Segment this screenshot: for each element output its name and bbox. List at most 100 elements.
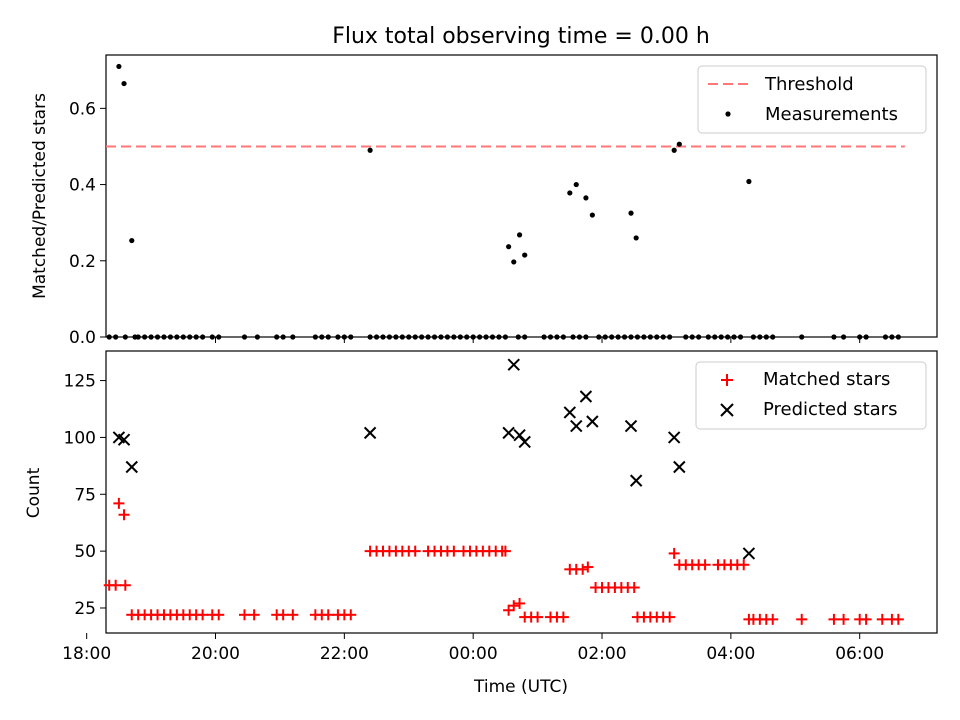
bottom-panel: 25 50 75 100 125 18:00 20:00 22:00 00:00 02:00 04… — [24, 350, 938, 697]
measurement-point — [113, 334, 119, 340]
measurement-point — [615, 334, 621, 340]
predicted-stars-points — [112, 358, 756, 560]
measurement-point — [799, 334, 805, 340]
matched-star-point — [448, 545, 460, 557]
measurement-point — [506, 244, 512, 250]
legend-matched-swatch — [721, 374, 733, 386]
matched-star-point — [796, 613, 808, 625]
matched-star-point — [345, 609, 357, 621]
measurement-point — [725, 334, 731, 340]
matched-star-point — [113, 497, 125, 509]
measurement-point — [583, 195, 589, 201]
measurement-point — [570, 334, 576, 340]
matched-star-point — [514, 597, 526, 609]
bottom-plot-frame — [105, 350, 938, 634]
top-legend-box — [697, 65, 927, 134]
measurement-point — [757, 334, 763, 340]
measurement-point — [129, 237, 135, 244]
matched-star-point — [699, 559, 711, 571]
measurement-point — [750, 334, 757, 340]
predicted-star-point — [579, 390, 593, 403]
legend-predicted-swatch — [720, 403, 734, 417]
predicted-star-point — [673, 460, 686, 474]
predicted-star-point — [507, 358, 520, 371]
predicted-star-point — [742, 547, 756, 560]
measurement-point — [254, 334, 260, 340]
measurement-point — [325, 334, 331, 340]
measurement-point — [348, 334, 354, 340]
measurement-point — [477, 334, 483, 340]
measurement-point — [470, 334, 476, 340]
measurement-point — [576, 334, 583, 340]
matched-star-point — [409, 545, 421, 557]
bottom-y-label: Count — [24, 467, 44, 518]
matched-star-point — [110, 579, 122, 591]
matched-star-point — [499, 545, 511, 557]
legend-threshold-label: Threshold — [764, 74, 854, 95]
predicted-star-point — [363, 426, 377, 440]
matched-star-point — [668, 547, 680, 559]
measurement-point — [393, 334, 399, 340]
predicted-star-point — [667, 431, 681, 444]
bottom-x-label: Time (UTC) — [473, 677, 568, 697]
matched-star-point — [322, 609, 334, 621]
measurement-point — [683, 334, 689, 340]
matched-star-point — [248, 609, 260, 621]
measurement-point — [142, 334, 148, 340]
matched-star-point — [860, 613, 872, 625]
measurement-point — [290, 334, 296, 340]
predicted-star-point — [125, 460, 138, 474]
bottom-x-axis: 18:00 20:00 22:00 00:00 02:00 04:00 06:00 — [62, 633, 884, 664]
measurement-points — [106, 63, 901, 340]
measurement-point — [583, 334, 589, 340]
measurement-point — [335, 334, 341, 340]
matched-star-point — [876, 613, 888, 625]
measurement-point — [889, 334, 895, 340]
measurement-point — [457, 334, 463, 340]
top-y-axis: 0.0 0.2 0.4 0.6 — [69, 99, 106, 348]
measurement-point — [444, 334, 451, 340]
measurement-point — [200, 334, 206, 340]
bottom-y-tick-label: 50 — [74, 542, 96, 562]
bottom-x-tick-label: 06:00 — [835, 644, 884, 664]
measurement-point — [857, 334, 863, 340]
legend-predicted-label: Predicted stars — [763, 399, 897, 420]
matched-star-point — [577, 563, 589, 575]
matched-star-point — [508, 600, 520, 612]
chart-title: Flux total observing time = 0.00 h — [332, 24, 710, 49]
measurement-point — [515, 334, 521, 340]
measurement-point — [489, 334, 496, 340]
measurement-point — [602, 334, 608, 340]
measurement-point — [522, 334, 528, 340]
matched-star-point — [767, 613, 779, 625]
top-y-tick-label: 0.6 — [69, 99, 96, 119]
measurement-point — [560, 334, 566, 340]
matched-star-point — [118, 509, 130, 521]
matched-star-point — [213, 609, 225, 621]
measurement-point — [634, 334, 641, 340]
measurement-point — [373, 334, 380, 340]
measurement-point — [547, 334, 554, 340]
measurement-point — [647, 334, 653, 340]
measurement-point — [628, 334, 634, 340]
predicted-star-point — [624, 419, 638, 433]
measurement-point — [621, 334, 628, 340]
measurement-point — [671, 147, 677, 153]
measurement-point — [154, 334, 161, 340]
measurement-point — [341, 334, 347, 340]
measurement-point — [122, 334, 128, 340]
top-x-ticks — [215, 337, 861, 343]
matched-star-point — [628, 582, 640, 594]
measurement-point — [464, 334, 470, 340]
matched-stars-points — [103, 497, 904, 625]
measurement-point — [187, 334, 193, 340]
predicted-star-point — [570, 419, 583, 433]
matched-star-point — [738, 559, 750, 571]
legend-measurements-swatch — [725, 111, 731, 117]
bottom-y-axis: 25 50 75 100 125 — [64, 372, 106, 619]
measurement-point — [280, 334, 286, 340]
predicted-star-point — [117, 433, 131, 446]
measurement-point — [641, 334, 647, 340]
matched-star-point — [828, 613, 840, 625]
